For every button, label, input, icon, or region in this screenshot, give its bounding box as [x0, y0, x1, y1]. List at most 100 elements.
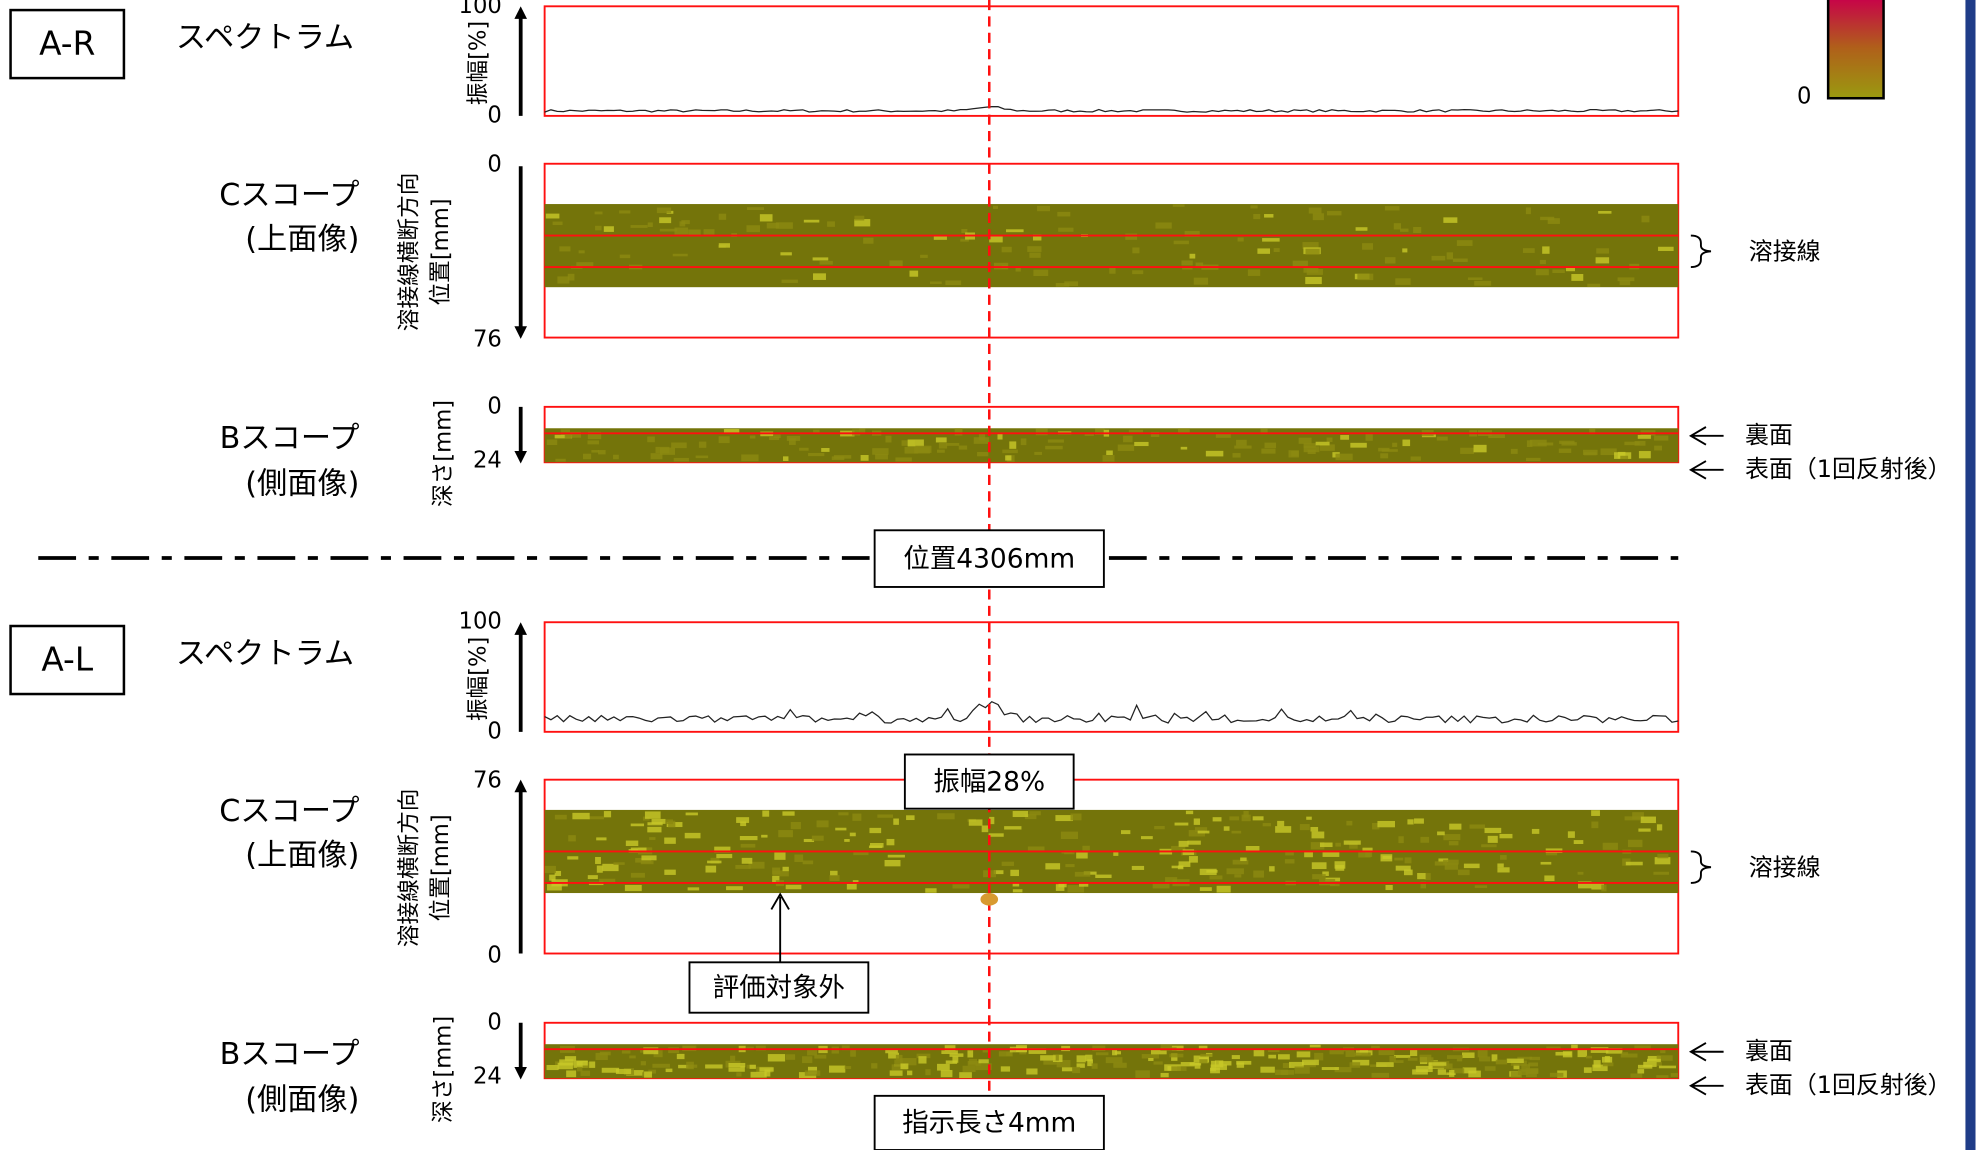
scan-texture	[1362, 243, 1374, 250]
scan-texture	[1311, 831, 1325, 839]
scan-texture	[564, 434, 572, 439]
scan-texture	[1000, 1066, 1011, 1072]
scan-texture	[1004, 826, 1022, 830]
scan-texture	[1253, 1049, 1265, 1057]
scan-texture	[554, 870, 562, 876]
scan-texture	[1091, 1063, 1098, 1069]
scan-texture	[681, 220, 690, 225]
scan-texture	[1012, 811, 1029, 818]
scan-texture	[767, 1054, 786, 1062]
scan-texture	[1424, 873, 1431, 880]
scan-texture	[1055, 884, 1065, 891]
scan-texture	[736, 1072, 742, 1077]
scan-texture	[907, 1070, 913, 1076]
scan-texture	[1591, 882, 1605, 890]
scan-texture	[1027, 246, 1042, 252]
scan-texture	[827, 221, 835, 227]
scan-texture	[1001, 246, 1012, 253]
scan-texture	[929, 281, 942, 284]
scan-texture	[1506, 1058, 1524, 1064]
annotation: 溶接線	[1749, 853, 1821, 881]
scan-texture	[1029, 811, 1041, 816]
scan-texture	[1210, 1067, 1220, 1074]
scan-texture	[1024, 814, 1037, 820]
scan-texture	[1250, 205, 1258, 209]
scan-texture	[868, 845, 883, 849]
scan-texture	[698, 441, 707, 448]
scan-texture	[1067, 885, 1085, 893]
scan-texture	[624, 884, 642, 892]
scan-texture	[1595, 257, 1610, 264]
scan-texture	[1065, 864, 1075, 868]
scan-texture	[1310, 826, 1319, 832]
scan-texture	[1045, 863, 1061, 870]
scan-texture	[1402, 439, 1411, 447]
scan-texture	[1148, 1057, 1154, 1062]
scan-texture	[1034, 451, 1043, 455]
scan-texture	[1451, 1068, 1465, 1074]
scan-texture	[1517, 1056, 1533, 1060]
scan-texture	[860, 455, 869, 461]
scan-texture	[1236, 1062, 1245, 1068]
scan-texture	[603, 226, 614, 232]
scan-texture	[588, 816, 605, 820]
brace	[1690, 850, 1712, 884]
scan-texture	[1172, 204, 1185, 207]
scan-texture	[1352, 1059, 1370, 1066]
scan-texture	[1393, 1055, 1411, 1058]
scan-texture	[1269, 866, 1275, 872]
scan-texture	[812, 257, 829, 261]
scan-texture	[808, 452, 825, 457]
scan-texture	[961, 228, 968, 234]
scan-texture	[1578, 881, 1592, 889]
scan-texture	[1153, 1061, 1163, 1065]
scan-texture	[587, 875, 598, 880]
scan-texture	[1540, 861, 1552, 865]
scan-texture	[786, 435, 801, 441]
scan-texture	[643, 1047, 659, 1055]
scan-texture	[1312, 874, 1326, 880]
scan-texture	[1056, 1059, 1071, 1068]
scan-texture	[678, 1064, 694, 1069]
scan-texture	[1377, 820, 1395, 828]
scan-texture	[967, 1060, 982, 1066]
scan-texture	[664, 869, 676, 875]
scan-texture	[1481, 844, 1497, 848]
scan-texture	[1312, 213, 1324, 221]
scan-texture	[714, 846, 731, 853]
scan-texture	[887, 854, 905, 858]
callout-box	[873, 1094, 1105, 1150]
scan-texture	[1592, 1064, 1608, 1072]
scan-texture	[1384, 257, 1396, 264]
scan-texture	[1602, 1062, 1614, 1067]
scan-texture	[1654, 435, 1669, 441]
scan-texture	[920, 254, 928, 258]
scan-texture	[703, 229, 715, 235]
scan-texture	[968, 819, 983, 826]
scan-texture	[580, 1070, 591, 1076]
scan-texture	[785, 1054, 796, 1060]
scan-texture	[1188, 856, 1198, 863]
scan-texture	[1243, 810, 1249, 818]
scan-texture	[1128, 429, 1144, 433]
scan-texture	[1340, 434, 1350, 440]
scan-texture	[567, 273, 575, 281]
scan-texture	[1449, 1069, 1455, 1077]
scan-texture	[891, 1064, 908, 1071]
scan-texture	[1484, 1066, 1496, 1071]
scan-texture	[774, 852, 786, 860]
scan-texture	[1113, 851, 1119, 856]
scan-texture	[900, 1063, 909, 1070]
scan-texture	[1624, 816, 1641, 821]
scan-texture	[682, 1046, 696, 1050]
scan-texture	[656, 207, 672, 214]
brace	[1690, 234, 1712, 268]
scan-texture	[799, 447, 809, 451]
scan-texture	[764, 1069, 771, 1077]
scan-texture	[1198, 1045, 1208, 1049]
scan-texture	[587, 431, 602, 440]
scan-texture	[1571, 1044, 1578, 1049]
scan-texture	[1380, 854, 1393, 862]
scan-texture	[1463, 863, 1480, 869]
scan-texture	[785, 884, 802, 890]
